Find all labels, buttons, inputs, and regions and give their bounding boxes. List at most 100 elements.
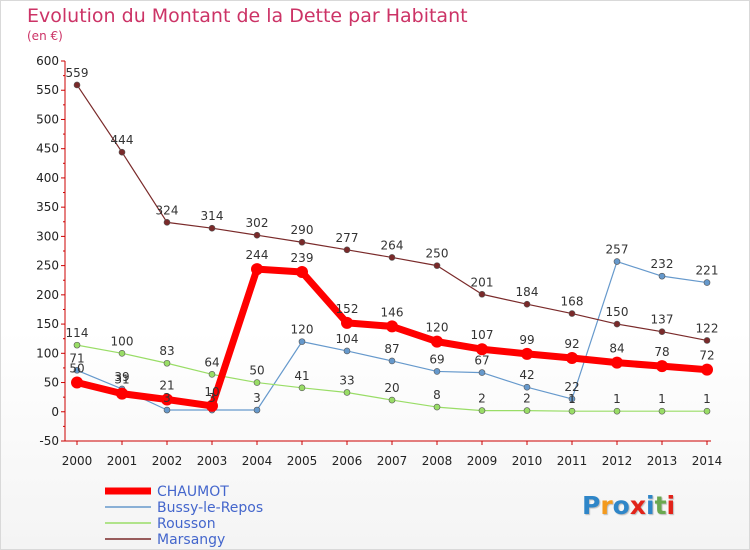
data-label: 69 [429, 352, 444, 366]
data-point [656, 360, 668, 373]
data-point [523, 407, 531, 414]
data-label: 83 [159, 344, 174, 358]
data-point [343, 246, 351, 254]
data-label: 221 [696, 264, 719, 278]
data-label: 8 [433, 388, 441, 402]
y-tick-label: 100 [36, 346, 59, 360]
y-tick-label: 150 [36, 317, 59, 331]
data-point [163, 406, 171, 414]
data-point [73, 341, 81, 349]
data-label: 3 [253, 391, 261, 405]
data-point [658, 407, 666, 415]
data-label: 120 [426, 321, 449, 335]
data-point [118, 148, 126, 156]
data-label: 559 [66, 66, 89, 80]
x-tick-label: 2012 [602, 454, 633, 468]
series-marsangy [73, 81, 711, 344]
data-label: 84 [609, 342, 624, 356]
data-label: 67 [474, 354, 489, 368]
data-label: 2 [523, 392, 531, 406]
chart-axes: -500501001502002503003504004505005506002… [36, 54, 722, 468]
x-tick-label: 2003 [197, 454, 228, 468]
data-point [208, 224, 216, 232]
data-point [658, 328, 666, 335]
data-point [73, 366, 81, 374]
data-label: 137 [651, 313, 674, 327]
data-point [658, 272, 666, 280]
legend-item: CHAUMOT [105, 484, 229, 500]
data-point [163, 359, 171, 367]
data-label: 168 [561, 295, 584, 309]
data-point [343, 347, 351, 355]
y-tick-label: 550 [36, 83, 59, 97]
data-point [251, 263, 263, 276]
data-point [568, 407, 576, 415]
data-label: 232 [651, 257, 674, 271]
legend-item: Marsangy [105, 532, 225, 548]
series-bussy-le-repos [73, 258, 711, 414]
y-tick-label: 600 [36, 54, 59, 68]
data-label: 99 [519, 333, 534, 347]
data-point [478, 407, 486, 414]
data-point [613, 258, 621, 265]
data-point [703, 279, 711, 286]
data-point [568, 395, 576, 403]
legend-item: Bussy-le-Repos [105, 500, 263, 516]
data-label: 41 [294, 369, 309, 383]
data-label: 39 [114, 370, 129, 384]
data-point [386, 320, 398, 333]
data-point [521, 347, 533, 360]
data-label: 50 [69, 362, 84, 376]
data-point [523, 383, 531, 391]
data-label: 324 [156, 203, 179, 217]
x-tick-label: 2006 [332, 454, 363, 468]
chart-unit-label: (en €) [27, 29, 63, 43]
x-tick-label: 2013 [647, 454, 678, 468]
data-label: 50 [249, 364, 264, 378]
y-tick-label: 500 [36, 112, 59, 126]
data-label: 264 [381, 238, 404, 252]
data-label: 100 [111, 334, 134, 348]
data-label: 22 [564, 380, 579, 394]
data-point [478, 369, 486, 376]
data-label: 277 [336, 231, 359, 245]
data-label: 152 [336, 302, 359, 316]
legend-label: CHAUMOT [157, 484, 229, 500]
data-point [296, 266, 308, 279]
legend-label: Bussy-le-Repos [157, 500, 263, 516]
series-chaumot [71, 263, 713, 412]
data-label: 290 [291, 223, 314, 237]
y-tick-label: 200 [36, 288, 59, 302]
proxiti-logo: Proxiti [582, 491, 676, 520]
data-point [206, 399, 218, 412]
x-tick-label: 2001 [107, 454, 138, 468]
data-label: 87 [384, 342, 399, 356]
data-point [253, 379, 261, 386]
data-label: 1 [703, 392, 711, 406]
data-label: 122 [696, 321, 719, 335]
data-label: 33 [339, 373, 354, 387]
data-point [253, 406, 261, 414]
data-label: 104 [336, 332, 359, 346]
data-point [611, 356, 623, 369]
data-label: 31 [114, 373, 129, 387]
data-point [703, 407, 711, 415]
data-label: 20 [384, 381, 399, 395]
data-point [431, 335, 443, 348]
data-label: 314 [201, 209, 224, 223]
data-point [118, 350, 126, 357]
x-tick-label: 2014 [692, 454, 723, 468]
data-point [298, 384, 306, 392]
x-tick-label: 2005 [287, 454, 318, 468]
legend-label: Rousson [157, 516, 216, 532]
data-label: 239 [291, 251, 314, 265]
x-tick-label: 2011 [557, 454, 588, 468]
series-rousson [73, 341, 711, 415]
data-point [253, 231, 261, 239]
data-point [476, 343, 488, 356]
y-tick-label: 250 [36, 259, 59, 273]
data-point [73, 81, 81, 89]
data-point [701, 363, 713, 376]
